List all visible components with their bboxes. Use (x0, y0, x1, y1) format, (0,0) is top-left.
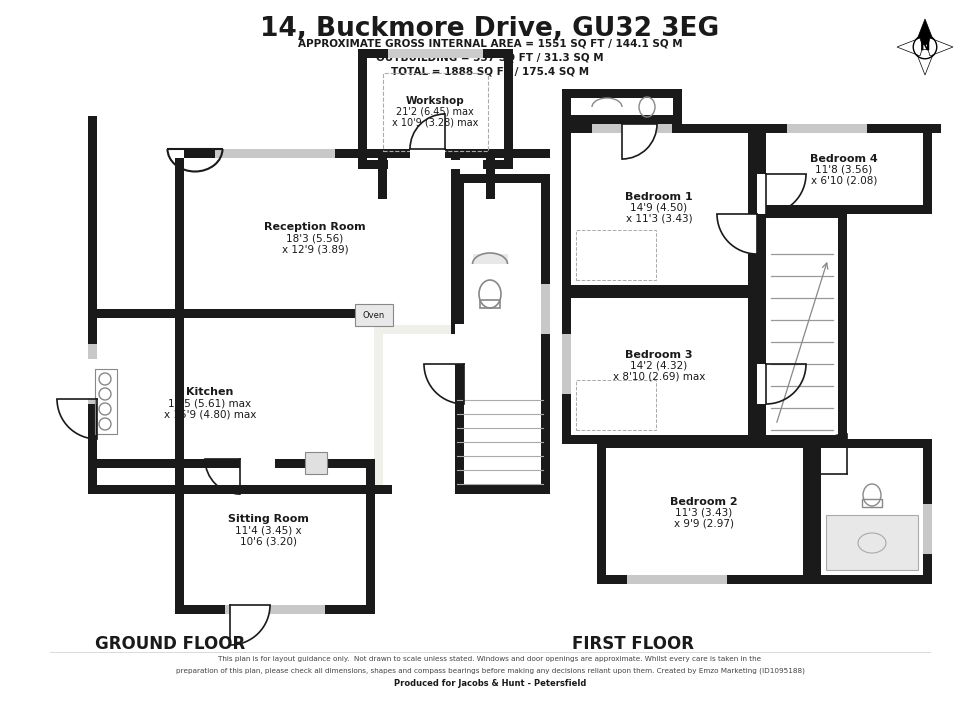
Bar (541, 174, 550, 494)
Bar (464, 183, 541, 485)
Bar (766, 218, 838, 435)
Bar (576, 380, 656, 430)
Bar (757, 205, 932, 214)
Bar (455, 174, 550, 494)
Text: Reception Room: Reception Room (265, 222, 366, 232)
Bar (355, 304, 393, 326)
Bar (184, 468, 366, 605)
Text: Oven: Oven (363, 311, 385, 319)
Bar (451, 149, 460, 334)
Bar (562, 285, 757, 294)
Text: 11'4 (3.45) x
10'6 (3.20): 11'4 (3.45) x 10'6 (3.20) (234, 526, 301, 547)
Bar (923, 504, 932, 554)
Bar (88, 485, 392, 494)
Bar (862, 499, 882, 507)
Text: Kitchen: Kitchen (186, 387, 233, 397)
Bar (473, 254, 508, 264)
Bar (606, 448, 803, 575)
Bar (562, 124, 757, 294)
Bar (358, 49, 513, 58)
Bar (812, 439, 932, 448)
Text: This plan is for layout guidance only.  Not drawn to scale unless stated. Window: This plan is for layout guidance only. N… (219, 656, 761, 662)
Text: Produced for Jacobs & Hunt - Petersfield: Produced for Jacobs & Hunt - Petersfield (394, 680, 586, 688)
Bar (305, 452, 327, 474)
Bar (88, 309, 383, 494)
Bar (757, 124, 932, 214)
Bar (175, 459, 375, 468)
Bar (923, 439, 932, 584)
Text: Workshop: Workshop (406, 96, 465, 106)
Bar (923, 124, 932, 214)
Bar (757, 209, 847, 218)
Text: preparation of this plan, please check all dimensions, shapes and compass bearin: preparation of this plan, please check a… (175, 668, 805, 674)
Bar (367, 58, 504, 160)
Text: 21'2 (6.45) max
x 10'9 (3.28) max: 21'2 (6.45) max x 10'9 (3.28) max (392, 106, 478, 128)
Bar (748, 124, 757, 294)
Bar (388, 49, 483, 58)
Bar (571, 98, 673, 115)
Text: TOTAL = 1888 SQ FT / 175.4 SQ M: TOTAL = 1888 SQ FT / 175.4 SQ M (391, 67, 589, 77)
Bar (838, 209, 847, 444)
Bar (597, 575, 812, 584)
Bar (215, 149, 335, 158)
Bar (175, 149, 460, 158)
Bar (562, 289, 757, 298)
Bar (562, 89, 682, 98)
Bar (838, 474, 847, 514)
Bar (757, 209, 766, 444)
Bar (757, 209, 847, 444)
Bar (787, 124, 867, 133)
Bar (622, 124, 657, 133)
Bar (358, 49, 367, 169)
Bar (366, 459, 375, 614)
Bar (455, 174, 464, 494)
Bar (175, 459, 184, 614)
Bar (504, 49, 513, 169)
Bar (383, 73, 488, 151)
Bar (355, 304, 393, 326)
Bar (562, 289, 757, 444)
Text: 11'3 (3.43)
x 9'9 (2.97): 11'3 (3.43) x 9'9 (2.97) (674, 507, 734, 529)
Bar (175, 325, 184, 494)
Bar (562, 89, 682, 124)
Bar (766, 133, 923, 205)
Bar (571, 298, 748, 435)
Bar (748, 289, 757, 444)
Bar (388, 160, 483, 169)
Bar (562, 334, 571, 394)
Bar (455, 149, 550, 158)
Bar (387, 167, 486, 199)
Bar (358, 160, 513, 169)
Bar (562, 89, 571, 124)
Bar (541, 284, 550, 334)
Polygon shape (916, 19, 934, 45)
Bar (627, 575, 727, 584)
Bar (571, 133, 748, 285)
Bar (826, 515, 918, 570)
Bar (562, 115, 682, 124)
Text: 18'3 (5.56)
x 12'9 (3.89): 18'3 (5.56) x 12'9 (3.89) (281, 233, 348, 255)
Bar (88, 116, 97, 494)
Bar (455, 324, 464, 364)
Text: Bedroom 3: Bedroom 3 (625, 350, 693, 360)
Bar (88, 344, 97, 404)
Bar (748, 214, 757, 254)
Text: 18'5 (5.61) max
x 15'9 (4.80) max: 18'5 (5.61) max x 15'9 (4.80) max (164, 398, 256, 420)
Bar (757, 174, 766, 214)
Bar (562, 124, 757, 133)
Bar (757, 364, 766, 404)
Bar (562, 124, 571, 294)
Text: APPROXIMATE GROSS INTERNAL AREA = 1551 SQ FT / 144.1 SQ M: APPROXIMATE GROSS INTERNAL AREA = 1551 S… (298, 39, 682, 49)
Polygon shape (897, 38, 923, 56)
Bar (305, 452, 327, 474)
Bar (455, 485, 550, 494)
Bar (486, 158, 495, 199)
Bar (812, 439, 932, 584)
Text: 14'2 (4.32)
x 8'10 (2.69) max: 14'2 (4.32) x 8'10 (2.69) max (612, 360, 706, 382)
Bar (175, 459, 375, 614)
Text: Sitting Room: Sitting Room (227, 514, 309, 524)
Bar (175, 149, 184, 334)
Bar (812, 439, 821, 584)
Bar (88, 309, 374, 318)
Bar (812, 575, 932, 584)
